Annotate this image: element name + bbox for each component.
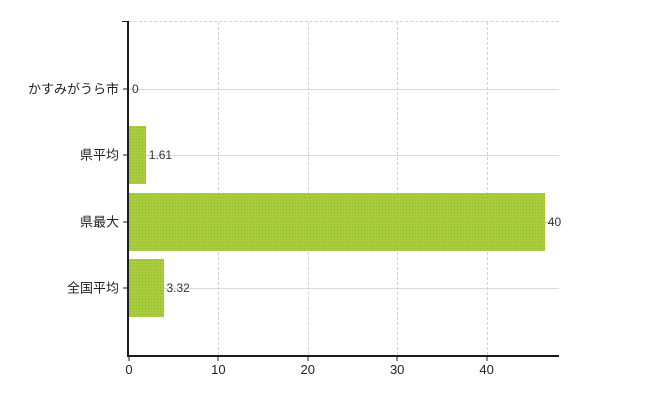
- bar-row-ken-saidai: 40: [129, 192, 629, 251]
- horizontal-gridline: [129, 288, 559, 290]
- x-tick-label: 0: [125, 362, 133, 377]
- category-label-zenkoku-heikin: 全国平均: [66, 280, 119, 296]
- y-tick: [123, 88, 129, 90]
- horizontal-gridline: [129, 155, 559, 157]
- x-tick: [307, 356, 309, 361]
- bar-ken-heikin: [129, 126, 146, 185]
- category-label-kasumigaura: かすみがうら市: [27, 81, 119, 97]
- x-tick: [128, 356, 130, 361]
- x-tick-label: 20: [300, 362, 316, 377]
- x-axis: [127, 355, 559, 357]
- y-axis-top-tick: [122, 21, 129, 22]
- x-tick: [217, 356, 219, 361]
- x-tick-label: 40: [479, 362, 494, 377]
- bar-value-label: 40: [547, 214, 562, 229]
- plot-area: 0 1.61 40 3.32 かすみがうら市 県平均 県最大 全国平均: [28, 21, 561, 376]
- y-axis: [127, 21, 129, 357]
- bar-value-label: 0: [132, 81, 139, 96]
- bar-zenkoku-heikin: [129, 259, 164, 318]
- horizontal-gridline: [129, 88, 559, 90]
- vertical-gridline: [218, 22, 220, 355]
- y-tick: [123, 154, 129, 156]
- category-label-ken-saidai: 県最大: [79, 214, 119, 230]
- bar-ken-saidai: [129, 192, 545, 251]
- plot-top-border: [129, 21, 559, 22]
- x-tick-label: 10: [211, 362, 226, 377]
- x-tick: [396, 356, 398, 361]
- x-tick: [486, 356, 488, 361]
- vertical-gridline: [397, 22, 399, 355]
- bar-value-label: 3.32: [166, 281, 190, 296]
- y-tick: [123, 287, 129, 289]
- category-label-ken-heikin: 県平均: [79, 147, 119, 163]
- bar-row-ken-heikin: 1.61: [129, 126, 629, 185]
- vertical-gridline: [307, 22, 309, 355]
- bar-row-kasumigaura: 0: [129, 60, 629, 118]
- bar-value-label: 1.61: [148, 148, 173, 163]
- y-tick: [123, 221, 129, 223]
- vertical-gridline: [486, 22, 488, 355]
- bar-row-zenkoku-heikin: 3.32: [129, 259, 629, 318]
- x-tick-label: 30: [389, 362, 405, 377]
